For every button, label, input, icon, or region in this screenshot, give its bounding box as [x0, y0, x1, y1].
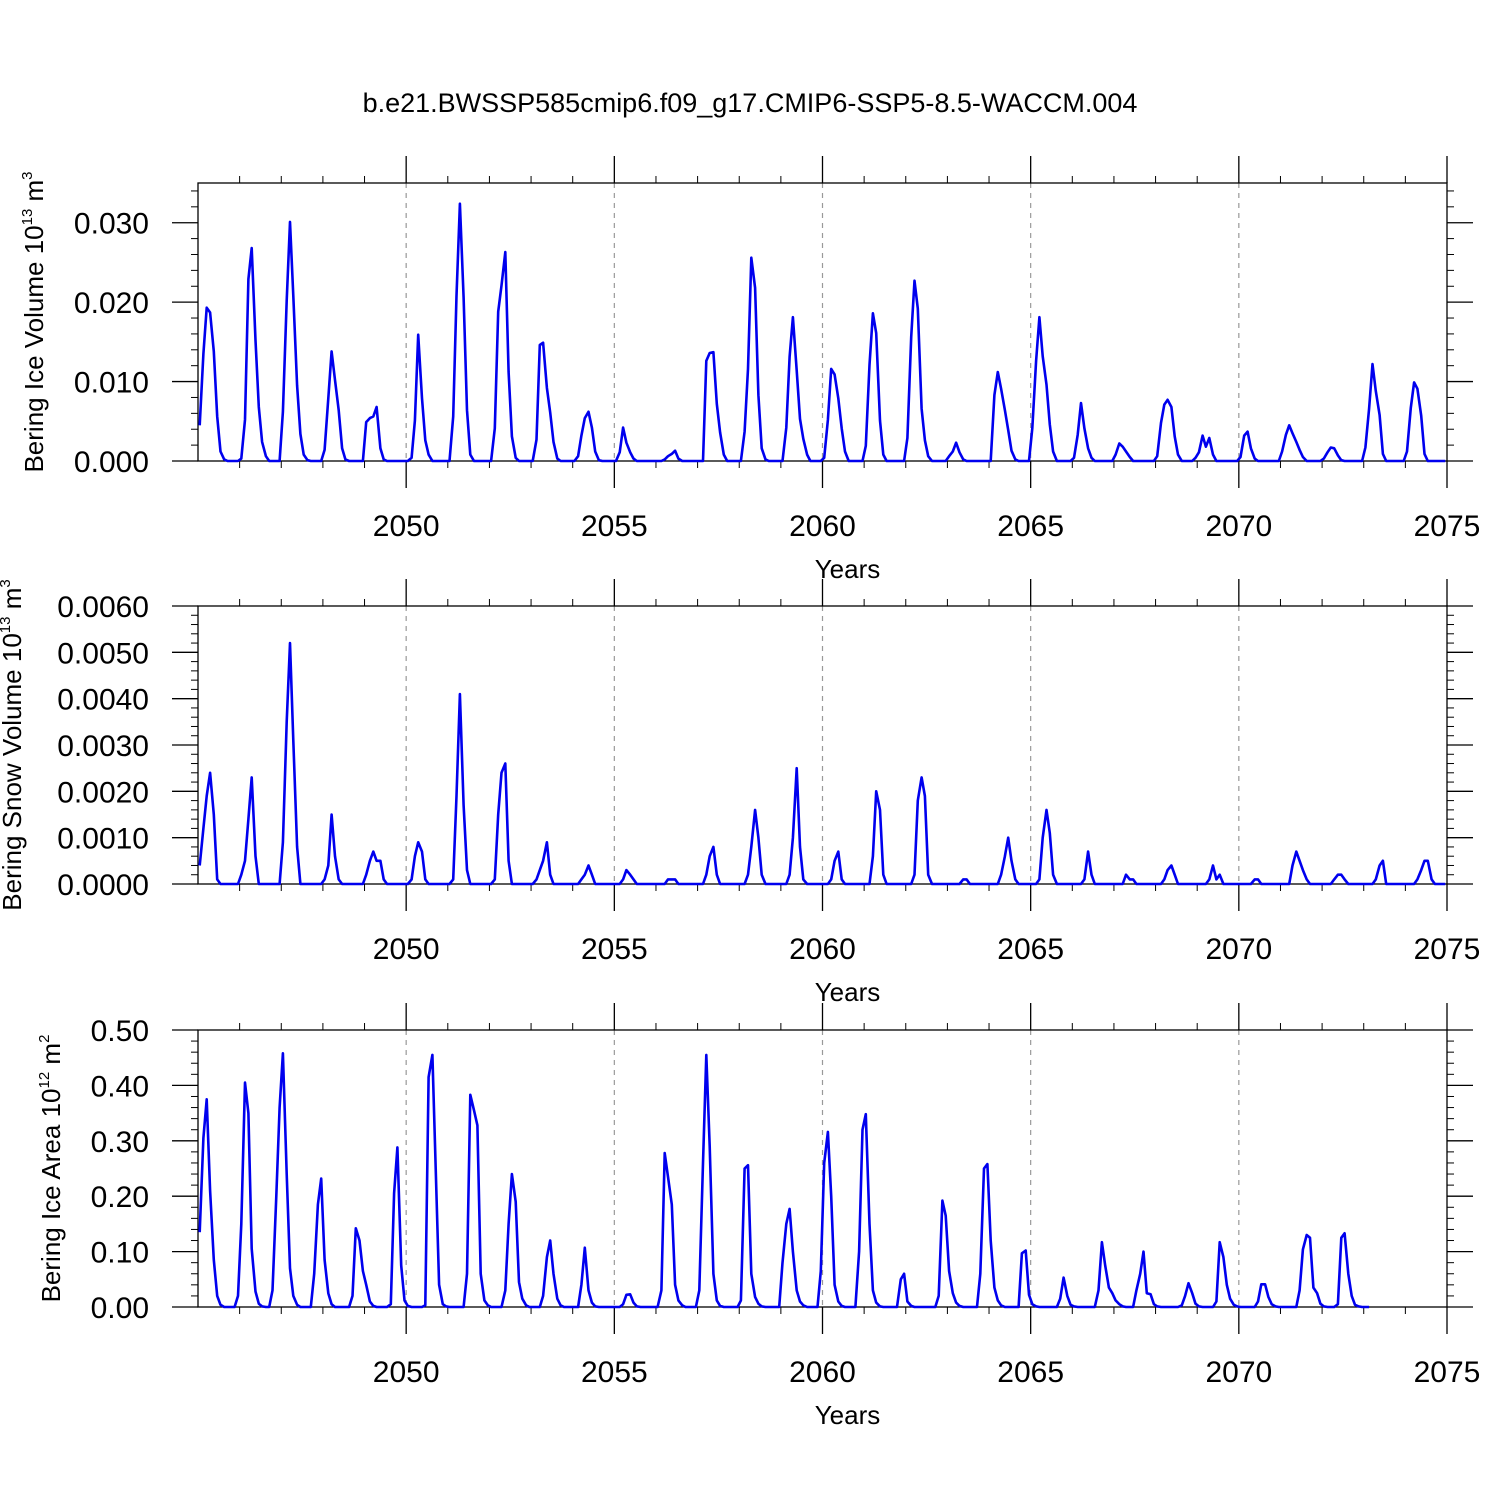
plot-frame [197, 1029, 1448, 1308]
x-tick-label: 2060 [789, 510, 856, 543]
x-tick-label: 2070 [1205, 933, 1272, 966]
x-tick-label: 2050 [373, 510, 440, 543]
y-tick-label: 0.10 [91, 1237, 149, 1270]
y-axis-title: Bering Ice Volume 1013 m3 [19, 171, 49, 472]
y-tick-label: 0.00 [91, 1292, 149, 1325]
x-tick-label: 2065 [997, 1356, 1064, 1389]
series-line [198, 641, 1446, 886]
x-tick-label: 2070 [1205, 1356, 1272, 1389]
y-tick-label: 0.0020 [57, 776, 149, 809]
x-axis-title: Years [815, 554, 881, 584]
x-tick-label: 2055 [581, 1356, 648, 1389]
y-tick-label: 0.010 [74, 367, 149, 400]
y-tick-label: 0.000 [74, 446, 149, 479]
series-line [198, 1052, 1370, 1309]
x-tick-label: 2060 [789, 933, 856, 966]
x-tick-label: 2070 [1205, 510, 1272, 543]
y-tick-label: 0.30 [91, 1126, 149, 1159]
x-tick-label: 2075 [1414, 510, 1481, 543]
panel-1: 2050 2055 2060 2065 2070 2075 0.000 0.010 0.020 0… [19, 156, 1480, 584]
y-axis-title: Bering Ice Area 1012 m2 [36, 1035, 66, 1303]
y-tick-label: 0.0040 [57, 684, 149, 717]
x-tick-label: 2065 [997, 933, 1064, 966]
figure-title: b.e21.BWSSP585cmip6.f09_g17.CMIP6-SSP5-8… [362, 88, 1138, 118]
panel-2: 2050 2055 2060 2065 2070 2075 0.0000 0.0010 0.00… [0, 579, 1480, 1007]
y-tick-label: 0.0030 [57, 730, 149, 763]
y-tick-label: 0.20 [91, 1181, 149, 1214]
x-tick-label: 2055 [581, 510, 648, 543]
y-tick-label: 0.0060 [57, 591, 149, 624]
y-tick-label: 0.0050 [57, 637, 149, 670]
y-tick-label: 0.40 [91, 1070, 149, 1103]
series-line [198, 202, 1446, 463]
x-tick-label: 2075 [1414, 1356, 1481, 1389]
y-tick-label: 0.020 [74, 287, 149, 320]
x-tick-label: 2050 [373, 933, 440, 966]
x-tick-label: 2050 [373, 1356, 440, 1389]
y-tick-label: 0.0000 [57, 869, 149, 902]
x-tick-label: 2055 [581, 933, 648, 966]
x-axis-title: Years [815, 1400, 881, 1430]
y-tick-label: 0.50 [91, 1015, 149, 1048]
y-tick-label: 0.0010 [57, 823, 149, 856]
y-tick-label: 0.030 [74, 208, 149, 241]
x-axis-title: Years [815, 977, 881, 1007]
x-tick-label: 2075 [1414, 933, 1481, 966]
x-tick-label: 2065 [997, 510, 1064, 543]
x-tick-label: 2060 [789, 1356, 856, 1389]
panel-3: 2050 2055 2060 2065 2070 2075 0.00 0.10 0.20 0.30… [36, 1003, 1480, 1430]
y-axis-title: Bering Snow Volume 1013 m3 [0, 579, 27, 910]
